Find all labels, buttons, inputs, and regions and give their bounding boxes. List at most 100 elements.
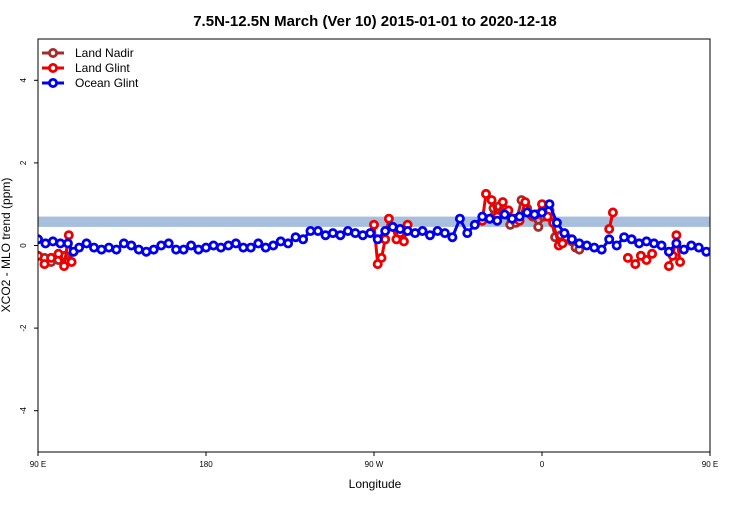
data-point (680, 246, 687, 253)
legend-label: Land Nadir (75, 46, 134, 60)
data-point (733, 240, 740, 247)
x-axis: 90 E 180 90 W 0 90 E (30, 452, 718, 469)
data-point (613, 242, 620, 249)
data-point (553, 219, 560, 226)
data-point (314, 227, 321, 234)
y-tick-label: 4 (19, 78, 28, 83)
data-point (658, 242, 665, 249)
data-point (150, 246, 157, 253)
data-point (624, 254, 631, 261)
data-point (419, 227, 426, 234)
data-point (628, 236, 635, 243)
data-point (546, 201, 553, 208)
y-tick-label: -4 (19, 407, 28, 415)
x-tick-label: 180 (199, 460, 213, 469)
y-axis-label: XCO2 - MLO trend (ppm) (0, 178, 13, 313)
data-point (367, 230, 374, 237)
data-point (673, 232, 680, 239)
series-ocean-glint (34, 201, 750, 256)
y-tick-label: 0 (19, 243, 28, 248)
data-point (725, 248, 732, 255)
data-point (397, 225, 404, 232)
x-tick-label: 0 (540, 460, 545, 469)
data-point (285, 240, 292, 247)
plot-area (34, 190, 750, 269)
data-point (374, 236, 381, 243)
data-point (61, 263, 68, 270)
data-point (270, 242, 277, 249)
data-point (49, 238, 56, 245)
data-point (710, 246, 717, 253)
data-point (188, 242, 195, 249)
legend-swatch-marker (49, 49, 56, 56)
data-point (300, 236, 307, 243)
data-point (677, 258, 684, 265)
data-point (606, 225, 613, 232)
chart-title: 7.5N-12.5N March (Ver 10) 2015-01-01 to … (193, 13, 557, 30)
data-point (673, 240, 680, 247)
legend-label: Ocean Glint (75, 76, 139, 90)
data-point (740, 242, 747, 249)
data-point (76, 244, 83, 251)
legend-item: Ocean Glint (42, 76, 139, 90)
data-point (370, 221, 377, 228)
data-point (165, 240, 172, 247)
legend-item: Land Nadir (42, 46, 134, 60)
legend-item: Land Glint (42, 61, 130, 75)
data-point (180, 246, 187, 253)
data-point (68, 258, 75, 265)
data-point (522, 199, 529, 206)
y-axis: -4 -2 0 2 4 (19, 78, 38, 415)
data-point (65, 232, 72, 239)
data-point (494, 217, 501, 224)
data-point (665, 248, 672, 255)
legend-swatch-marker (49, 64, 56, 71)
x-tick-label: 90 E (30, 460, 46, 469)
data-point (48, 254, 55, 261)
data-point (337, 232, 344, 239)
x-axis-label: Longitude (349, 477, 402, 491)
data-point (609, 209, 616, 216)
data-point (247, 244, 254, 251)
data-point (598, 246, 605, 253)
data-point (232, 240, 239, 247)
data-point (128, 242, 135, 249)
data-point (531, 211, 538, 218)
data-point (441, 230, 448, 237)
data-point (665, 263, 672, 270)
data-point (718, 246, 725, 253)
x-tick-label: 90 E (702, 460, 718, 469)
data-point (456, 215, 463, 222)
data-point (538, 209, 545, 216)
x-tick-label: 90 W (365, 460, 384, 469)
data-point (400, 238, 407, 245)
data-point (516, 213, 523, 220)
data-point (501, 211, 508, 218)
data-point (606, 236, 613, 243)
data-point (449, 234, 456, 241)
data-point (105, 244, 112, 251)
data-point (255, 240, 262, 247)
data-point (464, 230, 471, 237)
legend-label: Land Glint (75, 61, 130, 75)
data-point (499, 199, 506, 206)
data-point (55, 250, 62, 257)
data-point (488, 197, 495, 204)
data-point (378, 254, 385, 261)
data-point (643, 238, 650, 245)
data-point (426, 232, 433, 239)
y-tick-label: -2 (19, 324, 28, 332)
data-point (535, 223, 542, 230)
data-point (64, 240, 71, 247)
data-point (561, 230, 568, 237)
y-tick-label: 2 (19, 160, 28, 165)
data-point (385, 215, 392, 222)
data-point (568, 236, 575, 243)
data-point (471, 221, 478, 228)
data-point (83, 240, 90, 247)
data-point (695, 244, 702, 251)
data-point (382, 227, 389, 234)
data-point (90, 244, 97, 251)
